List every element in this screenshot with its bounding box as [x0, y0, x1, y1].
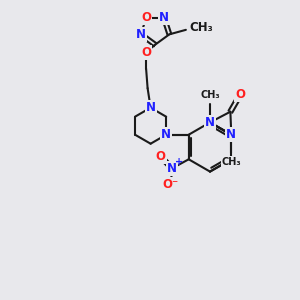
Text: CH₃: CH₃: [221, 157, 241, 167]
Text: CH₃: CH₃: [200, 90, 220, 100]
Text: O: O: [235, 88, 245, 101]
Text: O: O: [141, 11, 151, 24]
Text: N: N: [159, 11, 169, 24]
Text: N: N: [205, 116, 215, 129]
Text: O: O: [156, 150, 166, 164]
Text: CH₃: CH₃: [190, 21, 213, 34]
Text: N: N: [167, 162, 177, 175]
Text: N: N: [136, 28, 146, 41]
Text: N: N: [226, 128, 236, 141]
Text: N: N: [161, 128, 171, 141]
Text: +: +: [175, 157, 183, 167]
Text: O⁻: O⁻: [163, 178, 179, 191]
Text: O: O: [141, 46, 151, 59]
Text: N: N: [146, 101, 156, 114]
